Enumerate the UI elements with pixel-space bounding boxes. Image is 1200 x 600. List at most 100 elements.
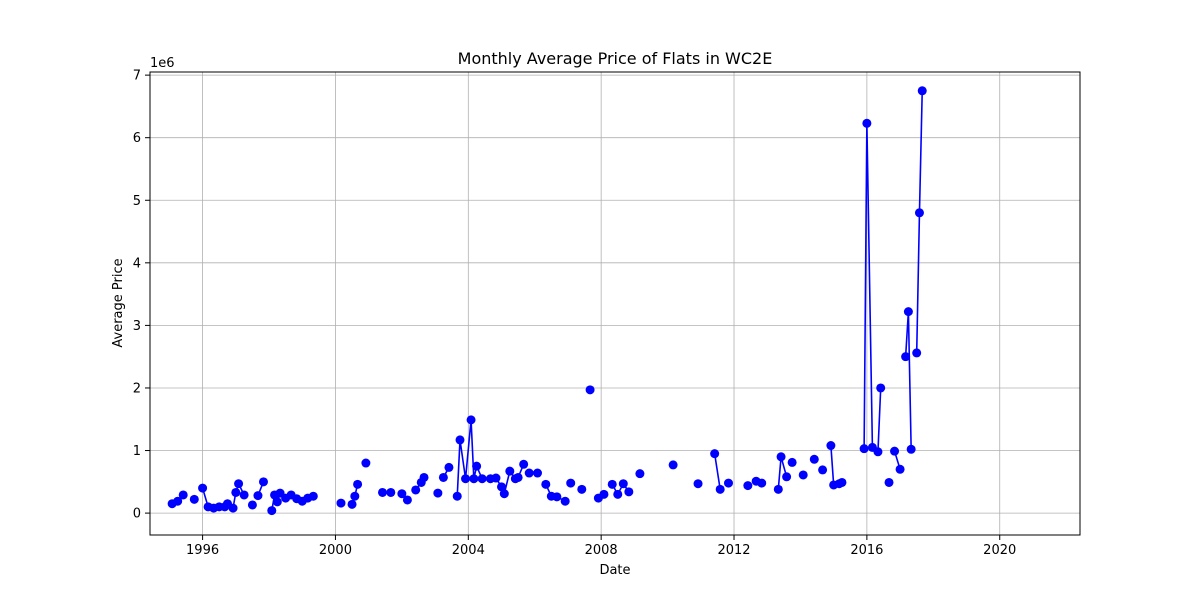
data-point bbox=[773, 484, 783, 494]
data-point bbox=[859, 444, 869, 454]
data-point bbox=[914, 208, 924, 218]
data-point bbox=[247, 500, 257, 510]
data-point bbox=[818, 465, 828, 475]
y-tick-label: 2 bbox=[133, 381, 141, 396]
data-point bbox=[505, 466, 515, 476]
x-tick-label: 2012 bbox=[717, 543, 750, 558]
data-point bbox=[862, 118, 872, 128]
data-point bbox=[433, 488, 443, 498]
y-tick-label: 0 bbox=[133, 507, 141, 522]
data-point bbox=[585, 385, 595, 395]
data-point bbox=[477, 474, 487, 484]
y-axis-ticks: 0 1 2 3 4 5 6 7 bbox=[133, 69, 150, 522]
data-point bbox=[499, 489, 509, 499]
data-point bbox=[776, 452, 786, 462]
data-point bbox=[541, 479, 551, 489]
data-point bbox=[402, 495, 412, 505]
data-point bbox=[228, 503, 238, 513]
data-point bbox=[577, 484, 587, 494]
data-point bbox=[809, 454, 819, 464]
data-point bbox=[472, 461, 482, 471]
data-point bbox=[873, 447, 883, 457]
x-axis-ticks: 1996 2000 2004 2008 2012 2016 2020 bbox=[186, 535, 1016, 558]
data-point bbox=[350, 491, 360, 501]
data-point bbox=[607, 479, 617, 489]
plot-frame bbox=[149, 71, 1081, 536]
data-point bbox=[560, 496, 570, 506]
data-point bbox=[552, 492, 562, 502]
data-point bbox=[599, 489, 609, 499]
data-point bbox=[715, 484, 725, 494]
data-point bbox=[618, 479, 628, 489]
data-point bbox=[189, 494, 199, 504]
data-point bbox=[491, 473, 501, 483]
data-point bbox=[566, 478, 576, 488]
data-point bbox=[743, 481, 753, 491]
data-point bbox=[378, 487, 387, 497]
data-point bbox=[624, 487, 634, 497]
data-point bbox=[419, 472, 429, 482]
data-point bbox=[258, 477, 268, 487]
data-point bbox=[519, 459, 529, 469]
data-point bbox=[903, 307, 913, 317]
data-point bbox=[455, 435, 465, 445]
data-point bbox=[173, 496, 183, 506]
data-point bbox=[353, 479, 363, 489]
data-point bbox=[347, 499, 357, 509]
y-tick-label: 3 bbox=[133, 319, 141, 334]
data-point bbox=[438, 472, 448, 482]
data-point bbox=[386, 487, 396, 497]
data-point bbox=[497, 482, 507, 492]
data-point bbox=[361, 458, 371, 468]
data-point bbox=[668, 460, 678, 470]
data-point bbox=[524, 468, 534, 478]
series-line-segment bbox=[611, 482, 630, 497]
data-point bbox=[444, 462, 454, 472]
y-scale-offset-label: 1e6 bbox=[150, 56, 175, 71]
data-point bbox=[876, 383, 886, 393]
data-point bbox=[533, 468, 542, 478]
data-point bbox=[397, 489, 407, 499]
x-tick-label: 2016 bbox=[850, 543, 883, 558]
data-point bbox=[461, 474, 471, 484]
data-point bbox=[452, 491, 462, 501]
chart-title: Monthly Average Price of Flats in WC2E bbox=[458, 49, 773, 68]
data-point bbox=[895, 464, 905, 474]
y-tick-label: 1 bbox=[133, 444, 141, 459]
data-point bbox=[253, 491, 263, 501]
series-layer bbox=[167, 86, 927, 516]
data-point bbox=[912, 348, 922, 358]
data-point bbox=[336, 498, 346, 508]
data-point bbox=[782, 472, 792, 482]
data-point bbox=[466, 415, 476, 425]
data-point bbox=[890, 446, 900, 456]
data-point bbox=[635, 469, 645, 479]
data-point bbox=[901, 352, 911, 362]
data-point bbox=[884, 477, 894, 487]
data-point bbox=[513, 472, 523, 482]
y-tick-label: 4 bbox=[133, 256, 141, 271]
data-point bbox=[723, 478, 733, 488]
y-tick-label: 5 bbox=[133, 194, 141, 209]
x-tick-label: 1996 bbox=[186, 543, 219, 558]
data-point bbox=[693, 479, 703, 489]
y-tick-label: 6 bbox=[133, 131, 141, 146]
x-tick-label: 2000 bbox=[319, 543, 352, 558]
data-point bbox=[267, 506, 277, 516]
data-point bbox=[469, 474, 479, 484]
data-point bbox=[239, 490, 249, 500]
data-point bbox=[906, 444, 916, 454]
data-point bbox=[411, 485, 421, 495]
data-point bbox=[198, 483, 208, 493]
x-tick-label: 2004 bbox=[452, 543, 485, 558]
data-point bbox=[272, 497, 282, 507]
data-point bbox=[710, 449, 720, 459]
data-point bbox=[837, 477, 847, 487]
data-point bbox=[231, 487, 241, 497]
data-point bbox=[826, 441, 836, 451]
y-axis-label: Average Price bbox=[111, 258, 126, 347]
data-point bbox=[234, 479, 244, 489]
data-point bbox=[308, 491, 318, 501]
x-tick-label: 2008 bbox=[585, 543, 618, 558]
